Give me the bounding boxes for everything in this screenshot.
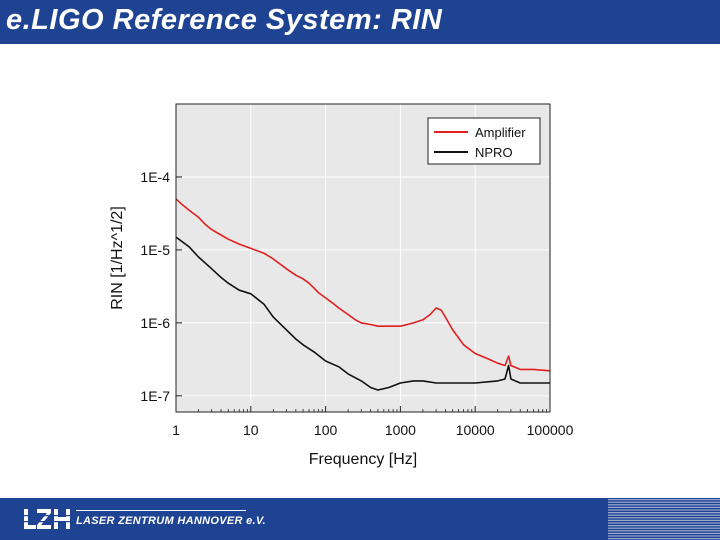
footer-stripe (608, 519, 720, 521)
x-tick-label: 10000 (456, 422, 495, 438)
footer-stripe (608, 504, 720, 506)
footer-stripe (608, 506, 720, 508)
legend-label-npro: NPRO (475, 145, 513, 160)
footer-stripe (608, 517, 720, 519)
footer-org-name: LASER ZENTRUM HANNOVER e.V. (76, 515, 266, 527)
footer-stripe (608, 525, 720, 527)
y-tick-label: 1E-5 (140, 242, 170, 258)
y-axis-label: RIN [1/Hz^1/2] (109, 206, 126, 310)
title-bar: e.LIGO Reference System: RIN (0, 0, 720, 44)
rin-chart: 1 10 100 1000 10000 100000 1E-7 1E-6 1E-5 1E-4 Fre… (109, 103, 574, 468)
footer-stripes (608, 499, 720, 540)
slide-title: e.LIGO Reference System: RIN (6, 4, 443, 36)
logo-rule (76, 510, 246, 511)
x-tick-label: 1000 (385, 422, 416, 438)
footer-stripe (608, 501, 720, 503)
footer-stripe (608, 514, 720, 516)
legend-label-amplifier: Amplifier (475, 125, 526, 140)
footer-stripe (608, 512, 720, 514)
footer-stripe (608, 535, 720, 537)
x-tick-label: 100 (314, 422, 338, 438)
x-axis-label: Frequency [Hz] (309, 451, 417, 468)
footer-stripe (608, 530, 720, 532)
y-tick-label: 1E-4 (140, 169, 170, 185)
footer-stripe (608, 532, 720, 534)
x-tick-label: 10 (243, 422, 259, 438)
series-line-amplifier (175, 198, 551, 372)
footer-stripe (608, 499, 720, 501)
lzh-logo-icon (22, 509, 72, 529)
footer-stripe (608, 538, 720, 540)
y-tick-label: 1E-7 (140, 388, 170, 404)
x-tick-label: 1 (172, 422, 180, 438)
footer-bar: LASER ZENTRUM HANNOVER e.V. (0, 498, 720, 540)
footer-stripe (608, 509, 720, 511)
plot-frame (175, 103, 551, 413)
footer-stripe (608, 522, 720, 524)
x-tick-label: 100000 (527, 422, 574, 438)
y-tick-label: 1E-6 (140, 315, 170, 331)
legend-box (427, 117, 541, 165)
footer-stripe (608, 527, 720, 529)
series-line-npro (175, 236, 550, 391)
